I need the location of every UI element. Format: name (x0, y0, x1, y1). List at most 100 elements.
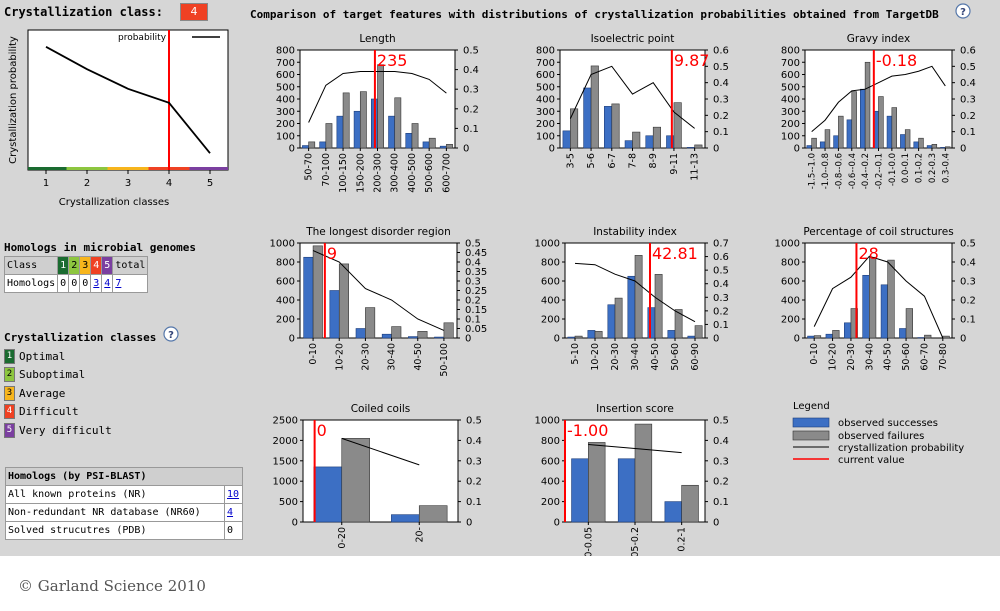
x-tick-label: 0.2-0.3 (928, 153, 938, 183)
current-value-label: 235 (377, 51, 408, 70)
bar-success (336, 115, 344, 149)
bar-success (587, 330, 596, 339)
y-tick-label: 400 (276, 95, 295, 106)
bar-failure (446, 144, 453, 149)
y-tick-label: 300 (276, 107, 295, 118)
page-title: Comparison of target features with distr… (250, 8, 939, 21)
chart-title: The longest disorder region (305, 226, 451, 238)
class-item-suboptimal: 2 Suboptimal (4, 366, 112, 385)
bar-failure (904, 129, 911, 149)
x-tick-label: 50-60 (901, 343, 912, 371)
class-5-header: 5 (101, 256, 114, 275)
chart-title: Insertion score (596, 403, 674, 415)
help-icon[interactable]: ? (163, 326, 179, 342)
class-number: 1 (4, 348, 15, 364)
y2-tick-label: 0.6 (713, 46, 729, 57)
help-icon[interactable]: ? (955, 3, 971, 19)
x-tick-label: 60-70 (919, 343, 930, 371)
y2-tick-label: 0.3 (466, 456, 482, 467)
x-tick-label: 150-200 (355, 153, 366, 193)
y2-tick-label: 0.6 (713, 252, 729, 263)
y2-tick-label: 0 (463, 144, 469, 155)
bar-failure (681, 484, 699, 523)
homologs-total-link[interactable]: 7 (115, 278, 122, 289)
y2-tick-label: 0.1 (465, 315, 481, 326)
bar-success (607, 304, 616, 339)
y-tick-label: 400 (781, 296, 800, 307)
x-tick-label: 6-7 (607, 153, 618, 169)
y2-tick-label: 0.3 (960, 277, 976, 288)
crystallization-classes-list: 1 Optimal 2 Suboptimal 3 Average 4 Difficult… (4, 347, 112, 440)
psi-nr60-link[interactable]: 4 (227, 507, 234, 518)
class-header: Class (3, 256, 59, 275)
crystallization-class-label: Crystallization class: (4, 5, 163, 19)
y-tick-label: 800 (276, 46, 295, 57)
bar-failure (652, 126, 661, 149)
bar-success (844, 322, 852, 339)
psi-nr-link[interactable]: 10 (227, 489, 240, 500)
histogram-coiled-coils: Coiled coils 0 500 1000 1500 2000 2500 0 0.1 0.2 0… (273, 403, 482, 549)
bar-failure (654, 274, 663, 339)
x-tick-label: 10-20 (334, 343, 345, 371)
y2-tick-label: 0 (465, 334, 471, 345)
bar-failure (614, 297, 623, 339)
y2-tick-label: 0.2 (466, 477, 482, 488)
psi-row-pdb-value: 0 (224, 521, 243, 540)
x-tick-label: 10-20 (828, 343, 839, 371)
x-tick-label: 70-100 (321, 153, 332, 187)
y2-tick-label: 0.3 (713, 293, 729, 304)
y2-tick-label: 0 (960, 144, 966, 155)
legend-item-label: observed successes (838, 418, 938, 429)
bar-failure (338, 263, 349, 339)
homologs-class-5-link[interactable]: 4 (104, 278, 111, 289)
x-tick-label: 30-40 (387, 343, 398, 371)
psi-row-nr60-value[interactable]: 4 (224, 503, 243, 522)
probability-chart: 1 2 3 4 5 Crystallization classes Crystallizat… (8, 29, 229, 208)
x-axis-label: Crystallization classes (59, 197, 170, 208)
probability-line (341, 437, 420, 466)
bar-success (627, 275, 636, 339)
y2-tick-label: 0.45 (465, 248, 487, 259)
y-tick-label: 0 (794, 334, 800, 345)
y2-tick-label: 0.5 (713, 62, 729, 73)
y2-tick-label: 0 (466, 518, 472, 529)
bar-failure (365, 307, 376, 339)
class-label: Optimal (19, 349, 66, 363)
svg-text:?: ? (168, 330, 174, 341)
y2-tick-label: 0.7 (713, 239, 729, 250)
psi-row-nr-value[interactable]: 10 (224, 485, 243, 504)
bar-failure (673, 102, 682, 149)
homologs-total[interactable]: 7 (112, 274, 149, 293)
x-tick-label: 1 (43, 178, 49, 189)
y-tick-label: 300 (536, 107, 555, 118)
bar-success (617, 458, 636, 523)
bar-failure (634, 423, 653, 523)
homologs-class-4-link[interactable]: 3 (93, 278, 100, 289)
x-tick-label: 20-30 (610, 343, 621, 371)
y-tick-label: 1000 (270, 239, 295, 250)
y2-tick-label: 0 (713, 334, 719, 345)
bar-failure (391, 326, 402, 339)
y-tick-label: 800 (541, 258, 560, 269)
x-tick-label: 50-60 (670, 343, 681, 371)
homologs-class-5[interactable]: 4 (101, 274, 114, 293)
x-tick-label: 0.2-1 (677, 527, 688, 552)
bar-failure (851, 91, 857, 149)
bar-success (439, 145, 447, 149)
bar-failure (942, 335, 950, 339)
y2-tick-label: 0.4 (463, 65, 479, 76)
homologs-class-4[interactable]: 3 (90, 274, 103, 293)
class-item-very-difficult: 5 Very difficult (4, 421, 112, 440)
bar-success (686, 147, 695, 149)
crystallization-classes-title: Crystallization classes (4, 331, 157, 344)
y2-tick-label: 0.5 (466, 416, 482, 427)
bar-failure (694, 325, 703, 339)
copyright-footer: © Garland Science 2010 (18, 577, 206, 595)
y-tick-label: 600 (781, 277, 800, 288)
psi-blast-table: Homologs (by PSI-BLAST) All known protei… (5, 467, 243, 540)
y2-tick-label: 0.5 (960, 239, 976, 250)
plot-frame (299, 242, 458, 339)
probability-line (312, 250, 445, 331)
x-tick-label: 3-5 (565, 153, 576, 169)
